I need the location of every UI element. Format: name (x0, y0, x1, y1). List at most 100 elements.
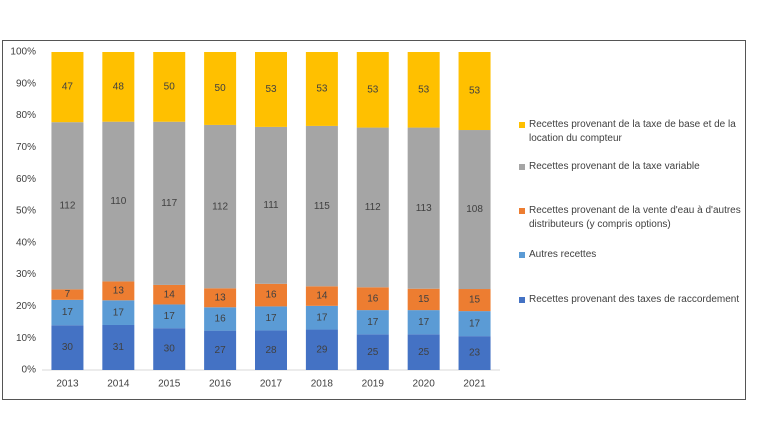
data-label: 16 (215, 314, 227, 325)
bar-segment (305, 286, 338, 306)
data-label: 30 (62, 342, 74, 353)
data-label: 29 (316, 344, 328, 355)
bar-segment (407, 288, 440, 311)
x-tick-label: 2016 (209, 379, 232, 390)
x-tick-label: 2014 (107, 379, 130, 390)
bar-segment (356, 52, 389, 128)
data-label: 17 (113, 307, 125, 318)
bar-segment (102, 121, 135, 282)
bar-segment (204, 124, 237, 289)
bar-segment (305, 329, 338, 370)
legend-item: Recettes provenant de la taxe de base et… (519, 118, 744, 146)
bar-segment (153, 304, 186, 329)
data-label: 28 (265, 345, 277, 356)
legend-swatch (519, 122, 525, 128)
chart-frame (2, 40, 746, 400)
legend-label: Recettes provenant de la taxe de base et… (529, 119, 736, 144)
legend-label: Autres recettes (529, 249, 597, 260)
data-label: 17 (62, 307, 74, 318)
x-tick-label: 2017 (260, 379, 283, 390)
data-label: 30 (164, 344, 176, 355)
x-tick-label: 2013 (56, 379, 79, 390)
bar-segment (204, 52, 237, 125)
data-label: 7 (65, 289, 71, 300)
y-tick-label: 100% (10, 47, 36, 58)
data-label: 112 (59, 200, 75, 211)
bar-segment (458, 130, 491, 290)
bar-segment (458, 52, 491, 131)
data-label: 17 (164, 311, 176, 322)
bar-segment (255, 52, 287, 127)
legend-label: Recettes provenant de la taxe variable (529, 161, 700, 172)
x-tick-label: 2020 (413, 379, 436, 390)
bar-segment (356, 287, 389, 311)
bar-segment (51, 122, 84, 290)
bar-segment (153, 52, 186, 122)
data-label: 53 (265, 84, 277, 95)
data-label: 17 (265, 313, 277, 324)
data-label: 50 (164, 82, 176, 93)
data-label: 113 (416, 203, 432, 214)
bar-segment (255, 126, 287, 284)
data-label: 111 (263, 200, 279, 211)
y-tick-label: 20% (16, 301, 36, 312)
bar-segment (153, 328, 186, 370)
bar-segment (356, 310, 389, 335)
data-label: 112 (365, 202, 381, 213)
bar-segment (356, 127, 389, 288)
legend-item: Recettes provenant de la vente d'eau à d… (519, 204, 744, 232)
data-label: 50 (215, 83, 227, 94)
data-label: 17 (316, 312, 328, 323)
bar-segment (407, 310, 440, 335)
data-label: 17 (469, 318, 481, 329)
y-tick-label: 10% (16, 333, 36, 344)
y-tick-label: 50% (16, 206, 36, 217)
y-tick-label: 0% (22, 365, 37, 376)
y-tick-label: 60% (16, 174, 36, 185)
data-label: 53 (469, 86, 481, 97)
data-label: 112 (212, 201, 228, 212)
data-label: 25 (367, 347, 379, 358)
legend-label: Recettes provenant des taxes de raccorde… (529, 294, 740, 305)
bar-segment (204, 307, 237, 331)
y-tick-label: 80% (16, 110, 36, 121)
data-label: 115 (314, 201, 330, 212)
data-label: 53 (418, 84, 430, 95)
legend-label: Recettes provenant de la vente d'eau à d… (529, 205, 741, 230)
bar-segment (407, 334, 440, 370)
bar-segment (255, 330, 287, 370)
legend-item: Recettes provenant de la taxe variable (519, 160, 744, 174)
bar-segment (204, 330, 237, 370)
bar-segment (153, 121, 186, 285)
bar-segment (204, 288, 237, 308)
legend-item: Recettes provenant des taxes de raccorde… (519, 293, 744, 307)
y-tick-label: 40% (16, 237, 36, 248)
bar-segment (356, 334, 389, 370)
data-label: 25 (418, 347, 430, 358)
data-label: 110 (110, 196, 126, 207)
data-label: 53 (316, 84, 328, 95)
bar-segment (305, 125, 338, 287)
bar-segment (51, 299, 84, 326)
data-label: 17 (418, 317, 430, 328)
x-tick-label: 2018 (311, 379, 334, 390)
legend-swatch (519, 208, 525, 214)
x-tick-label: 2019 (362, 379, 385, 390)
data-label: 16 (265, 290, 277, 301)
data-label: 15 (418, 294, 430, 305)
data-label: 23 (469, 348, 481, 359)
data-label: 27 (215, 345, 227, 356)
bar-segment (458, 289, 491, 312)
bar-segment (305, 305, 338, 330)
bar-segment (102, 324, 135, 370)
bar-segment (51, 289, 84, 300)
bar-segment (305, 52, 338, 126)
data-label: 31 (113, 342, 125, 353)
data-label: 47 (62, 82, 74, 93)
bar-segment (51, 325, 84, 370)
bar-segment (407, 127, 440, 289)
x-tick-label: 2015 (158, 379, 181, 390)
data-label: 13 (113, 286, 125, 297)
